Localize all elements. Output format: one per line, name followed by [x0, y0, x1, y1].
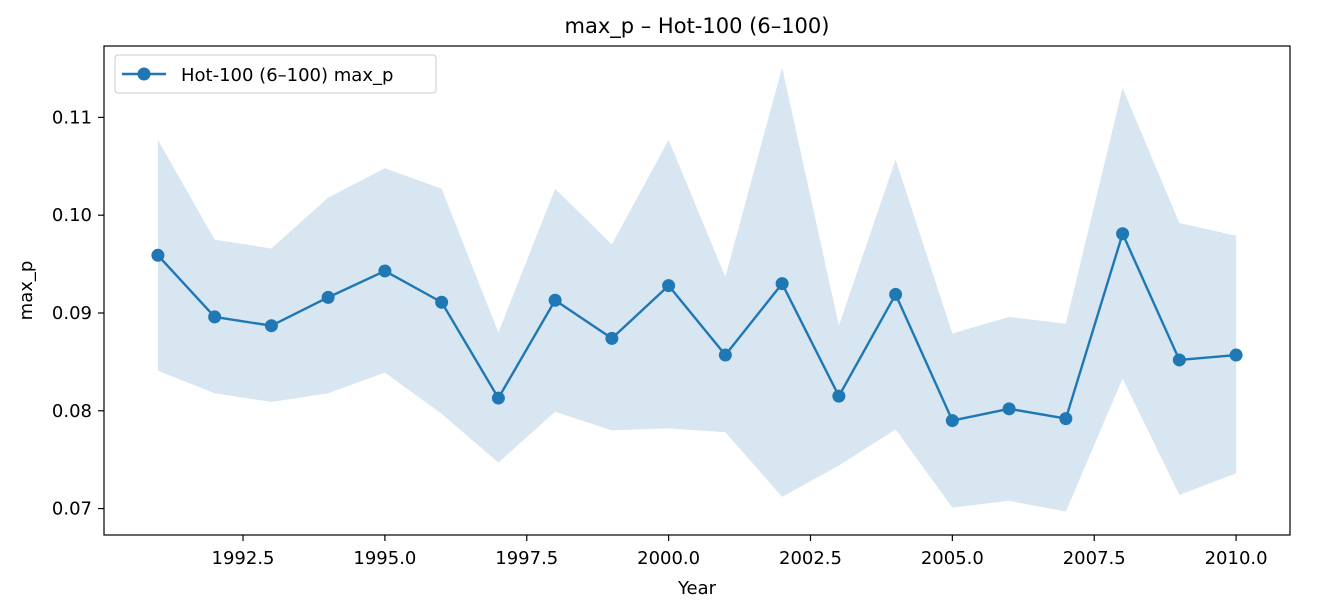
series-marker-layer [151, 227, 1243, 428]
x-axis: 1992.5 1995.0 1997.5 2000.0 2002.5 2005.0 2007… [212, 535, 1268, 569]
data-point [151, 248, 165, 262]
y-tick-label: 0.08 [52, 401, 92, 422]
data-point [321, 290, 335, 304]
legend-box [114, 54, 437, 94]
y-tick-label: 0.07 [52, 499, 92, 520]
data-point [775, 277, 789, 291]
legend-label: Hot-100 (6–100) max_p [181, 65, 393, 86]
x-axis-label: Year [677, 578, 717, 599]
legend: Hot-100 (6–100) max_p [114, 54, 437, 94]
series-line [157, 232, 1237, 422]
confidence-band [157, 67, 1237, 512]
y-axis: 0.07 0.08 0.09 0.10 0.11 [52, 107, 104, 520]
data-point [378, 264, 392, 278]
data-point [1059, 412, 1073, 426]
y-tick-label: 0.10 [52, 205, 92, 226]
data-point [1229, 348, 1243, 362]
data-point [548, 293, 562, 307]
data-point [1116, 227, 1130, 241]
x-tick-label: 2005.0 [921, 548, 984, 569]
confidence-band-layer [157, 67, 1237, 512]
x-tick-label: 2007.5 [1063, 548, 1126, 569]
data-point [945, 414, 959, 428]
series-line-layer [157, 232, 1237, 422]
data-point [264, 319, 278, 333]
data-point [435, 295, 449, 309]
x-tick-label: 1997.5 [495, 548, 558, 569]
data-point [208, 310, 222, 324]
chart-title: max_p – Hot-100 (6–100) [565, 14, 830, 39]
plot-frame [103, 45, 1291, 536]
x-tick-label: 2010.0 [1205, 548, 1268, 569]
x-tick-label: 2000.0 [637, 548, 700, 569]
y-tick-label: 0.09 [52, 303, 92, 324]
legend-marker-swatch [137, 67, 151, 81]
data-point [718, 348, 732, 362]
data-point [889, 287, 903, 301]
data-point [832, 389, 846, 403]
x-tick-label: 1992.5 [212, 548, 275, 569]
data-point [1002, 402, 1016, 416]
y-axis-label: max_p [16, 261, 37, 321]
data-point [1172, 353, 1186, 367]
x-tick-label: 2002.5 [779, 548, 842, 569]
data-point [491, 391, 505, 405]
data-point [605, 331, 619, 345]
x-tick-label: 1995.0 [353, 548, 416, 569]
y-tick-label: 0.11 [52, 107, 92, 128]
data-point [662, 279, 676, 293]
